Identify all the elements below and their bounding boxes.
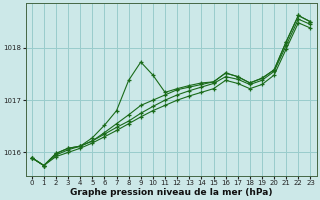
X-axis label: Graphe pression niveau de la mer (hPa): Graphe pression niveau de la mer (hPa) xyxy=(70,188,272,197)
